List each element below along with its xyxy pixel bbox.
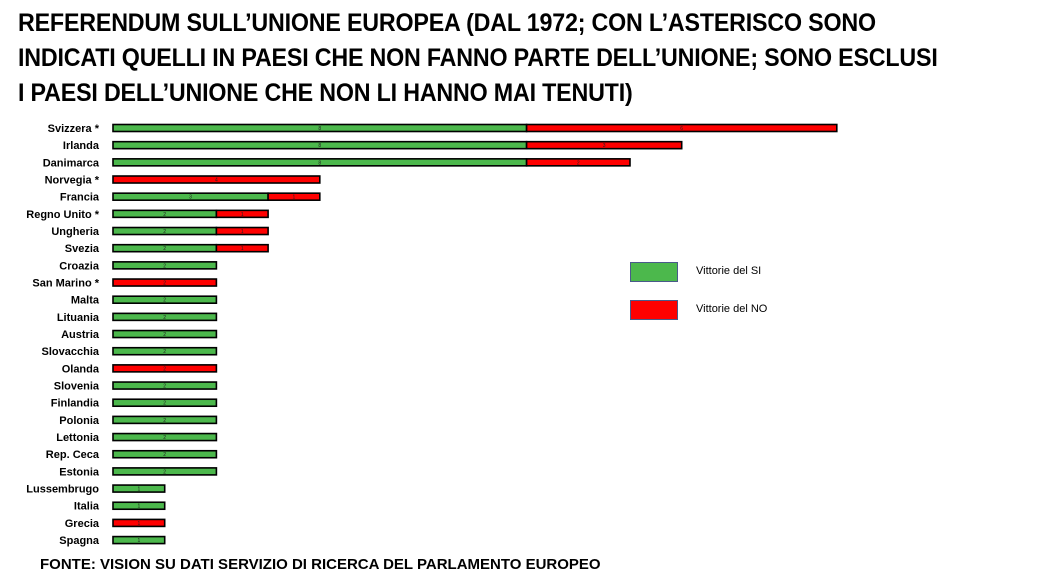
data-label-yes-malta: 2 [163, 298, 166, 304]
bar-no-svizzera [525, 123, 838, 133]
data-label-yes-lettonia: 2 [163, 435, 166, 441]
legend-label-no: Vittorie del NO [696, 303, 768, 315]
bar-yes-italia [112, 501, 166, 511]
category-label-olanda: Olanda [62, 363, 100, 375]
legend-item-no: Vittorie del NO [630, 300, 1030, 324]
category-label-finlandia: Finlandia [51, 398, 100, 410]
bar-yes-lussembrugo [112, 484, 166, 493]
category-label-svizzera: Svizzera * [48, 123, 100, 135]
category-label-spagna: Spagna [59, 535, 100, 547]
legend-swatch-yes [630, 262, 678, 282]
data-label-yes-regno-unito: 2 [163, 212, 166, 218]
bar-yes-rep-ceca [112, 449, 218, 459]
data-label-yes-danimarca: 8 [318, 160, 321, 166]
data-label-yes-svezia: 2 [163, 246, 166, 252]
category-label-san-marino: San Marino * [32, 278, 99, 290]
bar-yes-croazia [112, 261, 218, 270]
category-label-slovenia: Slovenia [54, 381, 100, 393]
data-label-yes-ungheria: 2 [163, 229, 166, 235]
data-label-yes-svizzera: 8 [318, 126, 321, 132]
bar-no-irlanda [525, 140, 683, 150]
bar-yes-estonia [112, 467, 218, 476]
bar-no-regno-unito [215, 209, 269, 219]
bar-yes-polonia [112, 415, 218, 425]
category-label-austria: Austria [61, 329, 100, 341]
data-label-yes-irlanda: 8 [318, 143, 321, 149]
bar-no-danimarca [525, 158, 631, 167]
data-label-yes-croazia: 2 [163, 263, 166, 269]
data-label-yes-spagna: 1 [137, 538, 140, 544]
data-label-yes-finlandia: 2 [163, 401, 166, 407]
bar-yes-finlandia [112, 398, 218, 408]
bar-no-ungheria [215, 226, 269, 236]
data-label-yes-slovacchia: 2 [163, 349, 166, 355]
bar-no-san-marino [112, 278, 218, 287]
data-label-yes-austria: 2 [163, 332, 166, 338]
data-label-no-regno-unito: 1 [241, 212, 244, 218]
legend-label-yes: Vittorie del SI [696, 265, 762, 277]
data-label-yes-lituania: 2 [163, 315, 166, 321]
data-label-yes-italia: 1 [137, 504, 140, 510]
data-label-no-francia: 1 [293, 195, 296, 201]
legend-item-yes: Vittorie del SI [630, 262, 1030, 286]
category-label-danimarca: Danimarca [43, 157, 100, 169]
category-label-estonia: Estonia [59, 466, 100, 478]
category-label-norvegia: Norvegia * [45, 175, 100, 187]
bar-no-svezia [215, 243, 269, 253]
data-label-yes-lussembrugo: 1 [137, 487, 140, 493]
data-label-yes-rep-ceca: 2 [163, 452, 166, 458]
bar-no-francia [267, 192, 321, 201]
category-label-malta: Malta [71, 295, 100, 307]
source-note: FONTE: VISION SU DATI SERVIZIO DI RICERC… [40, 556, 601, 573]
data-label-yes-estonia: 2 [163, 469, 166, 475]
data-label-yes-polonia: 2 [163, 418, 166, 424]
category-label-polonia: Polonia [59, 415, 100, 427]
bar-yes-lituania [112, 312, 218, 322]
data-label-yes-francia: 3 [189, 195, 192, 201]
bar-yes-slovenia [112, 381, 218, 390]
bar-yes-lettonia [112, 432, 218, 442]
category-label-rep-ceca: Rep. Ceca [46, 449, 100, 461]
data-label-no-danimarca: 2 [577, 160, 580, 166]
legend-swatch-no [630, 300, 678, 320]
bar-yes-slovacchia [112, 346, 218, 356]
category-label-grecia: Grecia [65, 518, 100, 530]
data-label-no-grecia: 1 [137, 521, 140, 527]
data-label-no-olanda: 2 [163, 366, 166, 372]
category-label-italia: Italia [74, 501, 100, 513]
bar-no-olanda [112, 364, 218, 373]
data-label-no-irlanda: 3 [603, 143, 606, 149]
data-label-yes-slovenia: 2 [163, 384, 166, 390]
category-label-francia: Francia [60, 192, 100, 204]
category-label-lussembrugo: Lussembrugo [26, 484, 99, 496]
category-label-lituania: Lituania [57, 312, 100, 324]
bar-no-grecia [112, 518, 166, 528]
bar-yes-spagna [112, 535, 166, 545]
data-label-no-svizzera: 6 [680, 126, 683, 132]
chart-title: REFERENDUM SULL’UNIONE EUROPEA (DAL 1972… [18, 9, 938, 107]
category-label-croazia: Croazia [59, 260, 100, 272]
category-label-svezia: Svezia [65, 243, 100, 255]
bar-yes-malta [112, 295, 218, 305]
bar-no-norvegia [112, 175, 321, 184]
category-label-slovacchia: Slovacchia [42, 346, 100, 358]
bar-yes-austria [112, 329, 218, 339]
category-label-regno-unito: Regno Unito * [26, 209, 99, 221]
data-label-no-san-marino: 2 [163, 281, 166, 287]
category-label-lettonia: Lettonia [56, 432, 100, 444]
data-label-no-svezia: 1 [241, 246, 244, 252]
data-label-no-ungheria: 1 [241, 229, 244, 235]
category-label-ungheria: Ungheria [51, 226, 100, 238]
category-label-irlanda: Irlanda [63, 140, 100, 152]
data-label-no-norvegia: 4 [215, 178, 218, 184]
